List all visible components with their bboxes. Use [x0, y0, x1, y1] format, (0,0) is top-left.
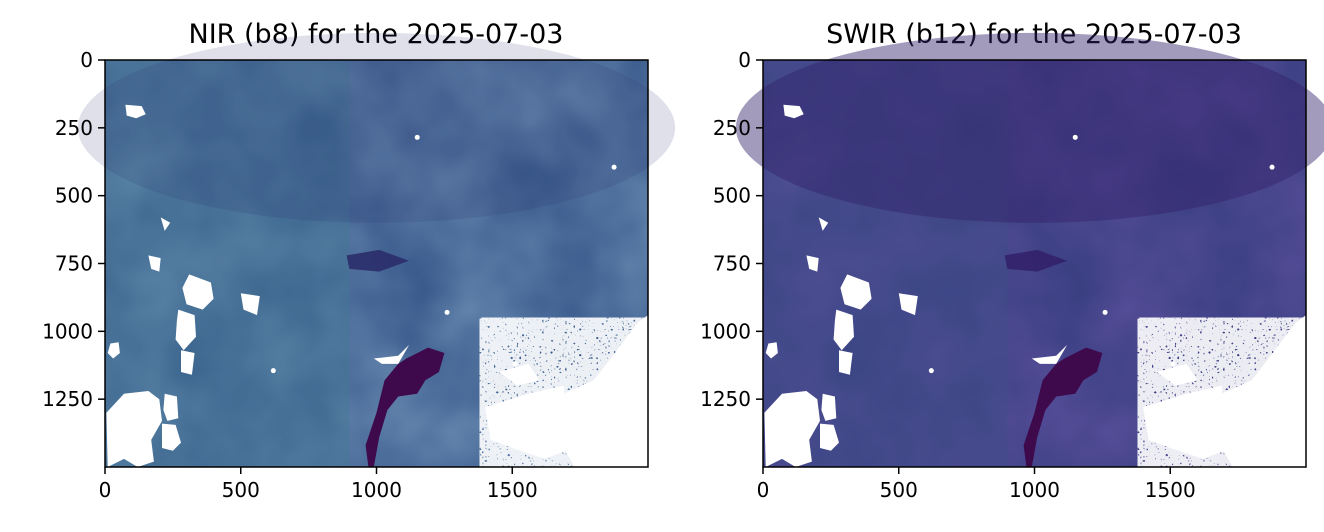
- cloud-mask: [162, 423, 181, 451]
- x-tick-label: 500: [880, 478, 918, 502]
- cloud-mask: [821, 393, 837, 421]
- cloud-mask: [806, 255, 819, 272]
- swir-x-axis: 0 500 1000 1500: [757, 467, 1196, 502]
- cloud-dot: [414, 134, 420, 140]
- cloud-mask: [764, 391, 820, 467]
- cloud-mask: [175, 309, 196, 351]
- cloud-dot: [1072, 134, 1078, 140]
- water-body: [1023, 347, 1103, 467]
- water-body: [365, 347, 445, 467]
- cloud-mask: [240, 293, 260, 316]
- cloud-dot: [270, 368, 276, 374]
- cloud-mask: [163, 393, 179, 421]
- cloud-dot: [512, 361, 518, 367]
- cloud-mask: [373, 344, 410, 364]
- cloud-mask: [820, 423, 839, 451]
- swir-panel: SWIR (b12) for the 2025-07-03 0 500 1000 15…: [700, 19, 1324, 502]
- cloud-mask: [833, 309, 854, 351]
- y-tick-label: 750: [713, 252, 751, 276]
- nir-title: NIR (b8) for the 2025-07-03: [189, 19, 564, 50]
- x-tick-label: 1000: [351, 478, 402, 502]
- cloud-mask: [765, 342, 778, 359]
- image-dark-patch: [1004, 249, 1068, 272]
- x-tick-label: 0: [99, 478, 112, 502]
- image-dark-patch: [346, 249, 410, 272]
- y-tick-label: 500: [55, 184, 93, 208]
- y-tick-label: 750: [55, 252, 93, 276]
- cloud-mask: [107, 342, 120, 359]
- cloud-mask: [1031, 344, 1068, 364]
- cloud-mask: [783, 104, 804, 119]
- cloud-mask: [839, 350, 853, 375]
- x-tick-label: 500: [222, 478, 260, 502]
- swir-image: [735, 32, 1324, 467]
- y-tick-label: 250: [55, 116, 93, 140]
- cloud-mask: [840, 274, 872, 310]
- nir-panel: NIR (b8) for the 2025-07-03 0 500 1000 1500…: [42, 19, 676, 502]
- cloud-mask: [898, 293, 918, 316]
- cloud-mask: [181, 350, 195, 375]
- swir-y-axis: 0 250 500 750 1000 1250: [700, 48, 763, 411]
- x-tick-label: 1500: [1145, 478, 1196, 502]
- y-tick-label: 1250: [700, 387, 751, 411]
- y-tick-label: 1250: [42, 387, 93, 411]
- y-tick-label: 0: [738, 48, 751, 72]
- cloud-mask: [182, 274, 214, 310]
- cloud-dot: [928, 368, 934, 374]
- cloud-mask: [148, 255, 161, 272]
- cloud-dot: [1102, 309, 1108, 315]
- cloud-dot: [611, 164, 617, 170]
- cloud-dot: [444, 309, 450, 315]
- x-tick-label: 0: [757, 478, 770, 502]
- y-tick-label: 500: [713, 184, 751, 208]
- cloud-mask: [160, 217, 171, 231]
- cloud-speckle: [1137, 317, 1306, 467]
- cloud-speckle: [479, 317, 648, 467]
- y-tick-label: 250: [713, 116, 751, 140]
- nir-y-axis: 0 250 500 750 1000 1250: [42, 48, 105, 411]
- nir-x-axis: 0 500 1000 1500: [99, 467, 538, 502]
- y-tick-label: 1000: [700, 319, 751, 343]
- image-tone-north: [735, 32, 1324, 223]
- cloud-dot: [1269, 164, 1275, 170]
- image-tone-north: [77, 32, 676, 223]
- swir-title: SWIR (b12) for the 2025-07-03: [826, 19, 1242, 50]
- y-tick-label: 0: [80, 48, 93, 72]
- cloud-dot: [1170, 361, 1176, 367]
- x-tick-label: 1000: [1009, 478, 1060, 502]
- nir-image: [77, 32, 676, 467]
- y-tick-label: 1000: [42, 319, 93, 343]
- cloud-mask: [106, 391, 162, 467]
- cloud-mask: [818, 217, 829, 231]
- x-tick-label: 1500: [487, 478, 538, 502]
- cloud-mask: [125, 104, 146, 119]
